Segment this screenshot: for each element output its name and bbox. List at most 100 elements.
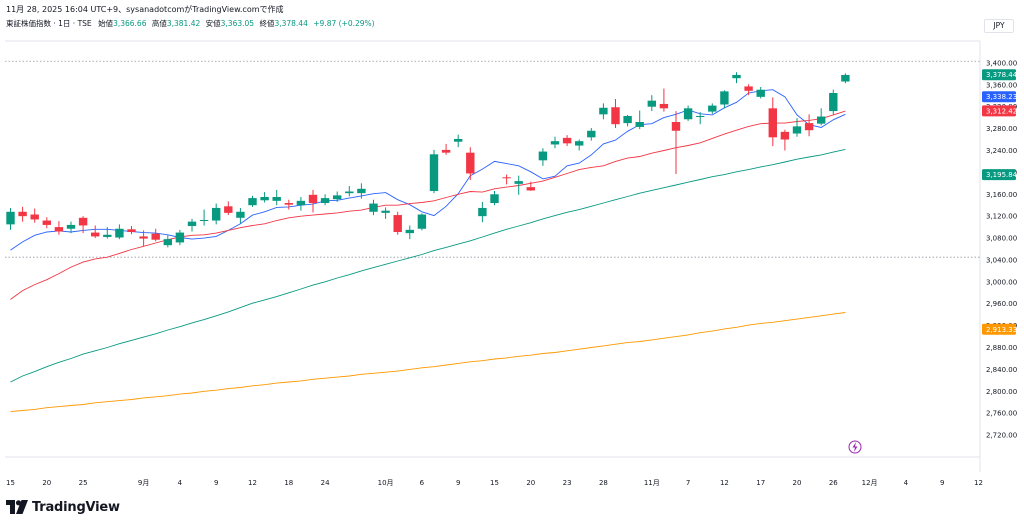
candle: [732, 72, 741, 84]
candle: [502, 174, 511, 185]
close-label: 終値: [259, 19, 275, 28]
candle-body: [562, 137, 572, 144]
candle: [381, 207, 390, 219]
horizontal-dotted-lines: [5, 60, 980, 258]
grid-lines: [5, 40, 981, 472]
candle: [441, 143, 451, 155]
price-badge-bg: [982, 91, 1016, 103]
x-tick-label: 9: [214, 479, 218, 487]
candle: [91, 225, 100, 239]
candle-body: [696, 115, 705, 117]
candle-body: [42, 220, 51, 225]
candle-body: [744, 86, 753, 91]
candle-body: [272, 197, 281, 201]
candle: [357, 183, 366, 199]
candle: [671, 111, 681, 175]
ma-line: [10, 312, 846, 413]
candle-body: [163, 239, 172, 246]
y-tick-label: 3,000.00: [986, 278, 1017, 286]
x-tick-label: 9: [456, 479, 460, 487]
candle: [490, 190, 499, 206]
candle: [199, 209, 209, 226]
candle-body: [841, 74, 850, 82]
price-axis: 3,400.003,360.003,320.003,280.003,240.00…: [986, 59, 1017, 439]
symbol-info[interactable]: 東証株価指数 · 1日 · TSE: [6, 19, 92, 28]
candle: [212, 203, 221, 225]
candle-body: [248, 198, 257, 206]
candle: [683, 105, 693, 121]
candle-body: [441, 149, 451, 153]
candle-body: [502, 177, 511, 179]
candle-body: [296, 200, 306, 206]
x-tick-label: 12月: [862, 479, 878, 487]
x-tick-label: 28: [599, 479, 608, 487]
x-tick-label: 17: [756, 479, 765, 487]
candle: [575, 139, 584, 151]
candle-body: [780, 131, 790, 140]
candle-body: [91, 232, 100, 237]
candle-body: [599, 107, 608, 115]
price-badge-label: 3,312.42: [986, 107, 1017, 115]
candle: [405, 225, 414, 240]
time-axis: 15 20 25 9月 4 9 12 18 24 10月 6 9 15 20 23 28 11月 7 12 17 20 2…: [6, 479, 983, 487]
candle: [720, 90, 729, 109]
candle: [478, 201, 487, 223]
x-tick-label: 9月: [138, 479, 149, 487]
candle: [756, 86, 765, 99]
candle-body: [454, 138, 463, 142]
candle: [429, 149, 439, 194]
candle: [514, 175, 523, 195]
y-tick-label: 3,360.00: [986, 81, 1017, 89]
y-tick-label: 3,160.00: [986, 191, 1017, 199]
ma-line: [10, 110, 846, 300]
candle-body: [381, 210, 390, 213]
y-tick-label: 2,960.00: [986, 300, 1017, 308]
candle-body: [514, 181, 523, 184]
candle-body: [550, 141, 560, 145]
x-tick-label: 4: [178, 479, 183, 487]
y-tick-label: 2,800.00: [986, 388, 1017, 396]
candle: [417, 213, 427, 231]
y-tick-label: 2,760.00: [986, 410, 1017, 418]
candle: [526, 181, 535, 191]
candle: [817, 108, 826, 126]
x-tick-label: 25: [79, 479, 88, 487]
price-badge: 3,338.23: [982, 91, 1017, 103]
price-badges: 3,378.44 3,338.23 3,312.42 3,195.84 2,913.33: [982, 69, 1018, 335]
low-value: 3,363.05: [220, 19, 255, 28]
candle: [466, 147, 475, 181]
x-tick-label: 23: [563, 479, 572, 487]
candle-body: [115, 228, 124, 238]
y-tick-label: 2,880.00: [986, 344, 1017, 352]
candle-body: [393, 215, 402, 233]
y-tick-label: 3,400.00: [986, 59, 1017, 67]
candle-body: [199, 219, 209, 221]
candle-body: [236, 211, 245, 218]
price-badge-bg: [982, 69, 1016, 81]
x-tick-label: 7: [686, 479, 690, 487]
candle: [562, 135, 572, 147]
x-tick-label: 26: [829, 479, 838, 487]
candle: [163, 235, 172, 248]
candle: [696, 112, 705, 125]
tradingview-logo[interactable]: TradingView: [6, 497, 120, 517]
high-label: 高値: [151, 19, 167, 28]
candle: [175, 229, 185, 246]
price-badge: 3,195.84: [982, 169, 1018, 181]
moving-average-lines: [10, 89, 846, 413]
x-tick-label: 10月: [378, 479, 394, 487]
price-badge-label: 3,195.84: [986, 171, 1018, 179]
candle-body: [478, 207, 487, 217]
candle: [308, 189, 318, 213]
ma-line: [10, 89, 846, 251]
candle-body: [635, 122, 644, 127]
candle: [659, 88, 669, 112]
lightning-icon[interactable]: [848, 440, 862, 454]
candle: [284, 199, 293, 210]
currency-selector[interactable]: JPY: [984, 19, 1014, 33]
brand-name: TradingView: [32, 499, 120, 515]
candle: [345, 186, 354, 197]
candle: [333, 191, 342, 202]
candle: [30, 208, 39, 223]
